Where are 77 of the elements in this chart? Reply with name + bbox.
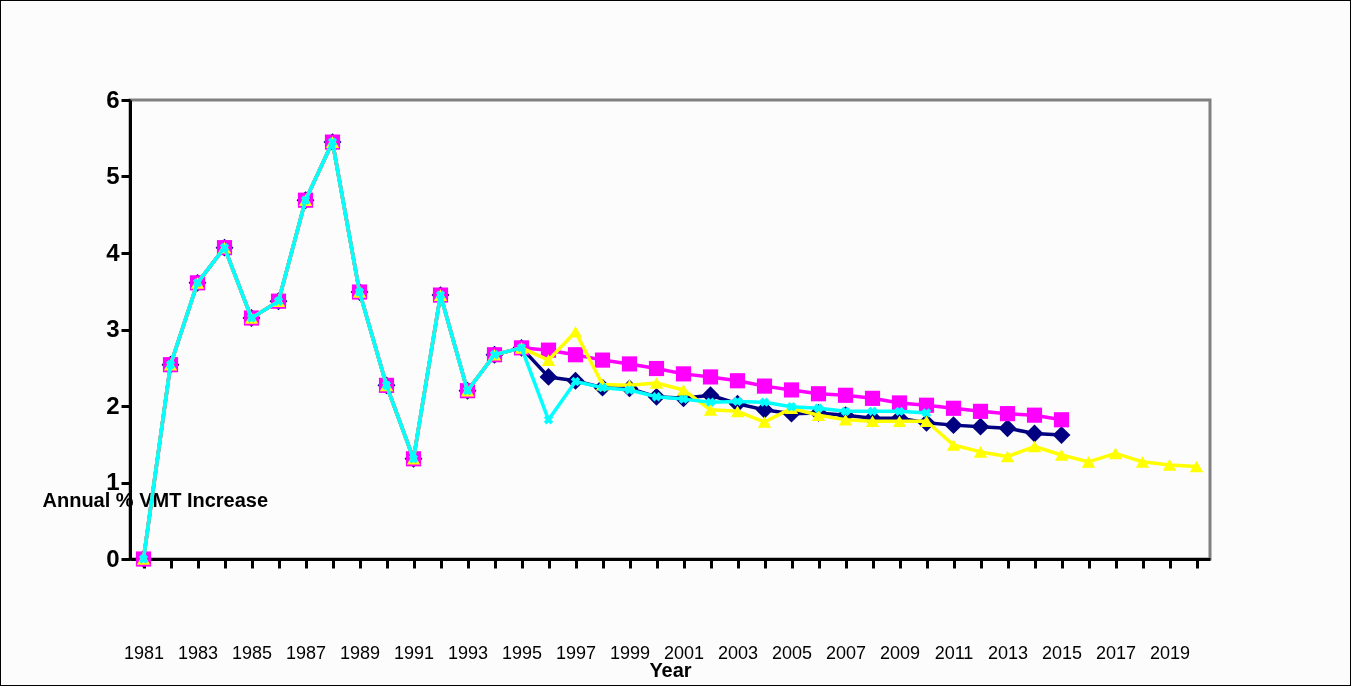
point xyxy=(678,394,689,404)
point xyxy=(541,354,556,366)
x-tick-label: 2005 xyxy=(771,642,813,663)
point xyxy=(972,403,989,419)
y-tick-label: 0 xyxy=(106,544,120,572)
point xyxy=(567,347,584,363)
point xyxy=(864,390,881,406)
point xyxy=(568,325,583,338)
point xyxy=(1135,456,1150,468)
x-tick-label: 2019 xyxy=(1149,642,1191,663)
point xyxy=(810,386,827,402)
point xyxy=(676,384,691,396)
point xyxy=(1162,459,1177,471)
point xyxy=(539,367,558,386)
x-tick-label: 1987 xyxy=(285,642,327,663)
point xyxy=(1025,424,1044,443)
point xyxy=(730,405,745,418)
x-tick-label: 1981 xyxy=(123,642,165,663)
point xyxy=(1081,456,1096,468)
point xyxy=(921,408,932,418)
point xyxy=(1108,447,1123,460)
point xyxy=(998,419,1017,438)
point xyxy=(919,415,934,428)
point xyxy=(1026,407,1043,423)
point xyxy=(705,397,716,407)
point xyxy=(543,415,554,425)
x-tick-label: 2011 xyxy=(934,642,974,663)
point xyxy=(867,406,878,417)
y-tick-label: 3 xyxy=(106,315,120,342)
point xyxy=(759,397,770,407)
y-tick-label: 5 xyxy=(106,162,120,189)
point xyxy=(837,387,854,403)
point xyxy=(783,382,800,398)
x-tick-label: 2015 xyxy=(1041,642,1083,663)
point xyxy=(703,404,718,416)
x-tick-label: 1999 xyxy=(609,642,651,663)
point xyxy=(675,366,692,382)
point xyxy=(649,377,664,389)
point xyxy=(838,413,853,426)
point xyxy=(756,378,773,394)
point xyxy=(1189,460,1204,473)
point xyxy=(1000,450,1015,463)
point xyxy=(594,352,611,368)
point xyxy=(1053,412,1070,428)
point xyxy=(757,416,772,428)
x-tick-label: 2007 xyxy=(825,642,867,663)
x-tick-label: 2009 xyxy=(879,642,921,663)
point xyxy=(1054,449,1069,461)
point xyxy=(945,400,962,416)
x-tick-label: 2013 xyxy=(987,642,1029,663)
point xyxy=(1052,426,1071,445)
point xyxy=(894,406,905,417)
point xyxy=(999,406,1016,422)
point xyxy=(1027,440,1042,453)
x-tick-label: 1997 xyxy=(555,642,597,663)
x-tick-label: 1993 xyxy=(447,642,489,663)
x-tick-label: 1985 xyxy=(231,642,273,663)
point xyxy=(648,360,665,377)
x-tick-label: 2003 xyxy=(717,642,759,663)
point xyxy=(971,417,990,436)
x-tick-label: 1991 xyxy=(393,642,435,663)
point xyxy=(946,439,961,451)
point xyxy=(702,369,719,385)
point xyxy=(811,409,826,421)
point xyxy=(621,356,638,372)
point xyxy=(973,446,988,458)
point xyxy=(865,415,880,428)
x-tick-label: 1989 xyxy=(339,642,381,663)
x-tick-label: 2017 xyxy=(1095,642,1137,663)
point xyxy=(944,416,963,435)
point xyxy=(892,415,907,428)
x-tick-label: 1995 xyxy=(501,642,543,663)
y-tick-label: 4 xyxy=(106,238,121,266)
x-tick-label: 1983 xyxy=(177,642,219,663)
y-tick-label: 2 xyxy=(106,391,120,419)
y-tick-label: 6 xyxy=(106,85,120,113)
point xyxy=(729,373,746,389)
